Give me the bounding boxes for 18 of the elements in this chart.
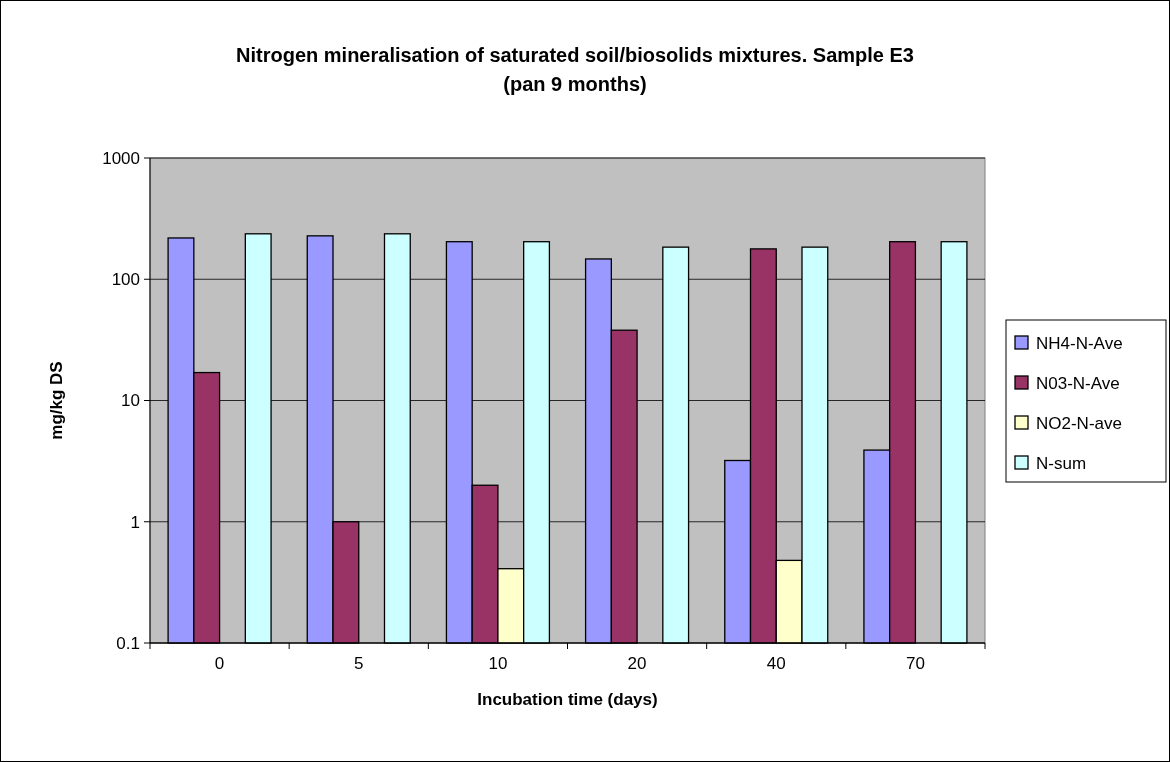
- legend-label: N03-N-Ave: [1036, 373, 1120, 393]
- y-tick-label: 10: [121, 391, 140, 411]
- x-tick-label: 20: [627, 654, 647, 673]
- x-tick-label: 5: [354, 654, 364, 673]
- legend-label: N-sum: [1036, 453, 1087, 473]
- legend-label: NH4-N-Ave: [1036, 333, 1123, 353]
- x-tick-label: 40: [766, 654, 786, 673]
- x-tick-label: 70: [905, 654, 925, 673]
- x-tick-label: 0: [214, 654, 225, 673]
- y-tick-label: 1000: [102, 148, 140, 168]
- y-axis-title: mg/kg DS: [47, 361, 66, 440]
- legend-label: NO2-N-ave: [1036, 413, 1122, 433]
- y-tick-label: 1: [130, 512, 140, 532]
- chart-title: Nitrogen mineralisation of saturated soil/biosolids mixtures. Sample E3 (pan 9 months): [236, 44, 914, 95]
- x-tick-label: 10: [488, 654, 508, 673]
- y-tick-label: 0.1: [116, 633, 140, 653]
- x-axis-title: Incubation time (days): [477, 690, 658, 709]
- y-tick-label: 100: [111, 270, 140, 290]
